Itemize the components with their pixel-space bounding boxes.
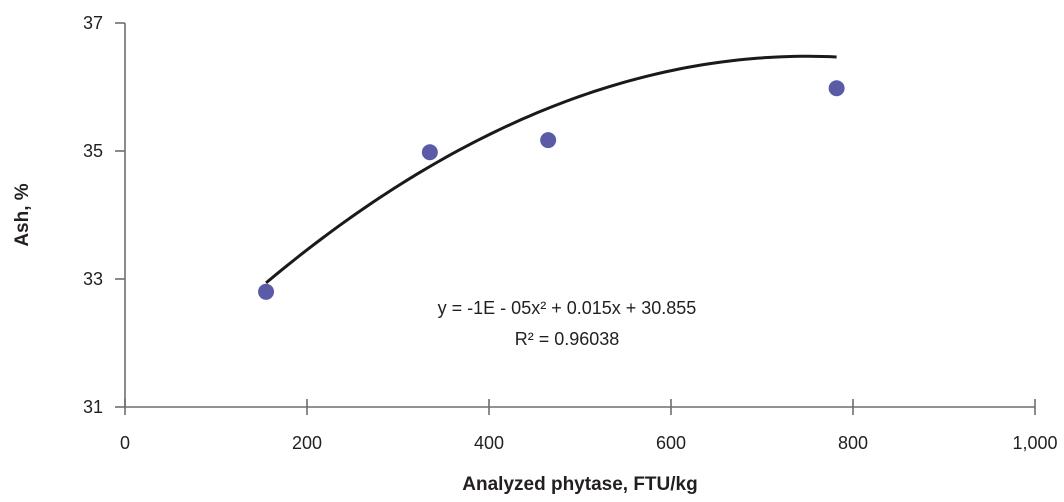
y-tick-label: 37 <box>83 13 103 33</box>
x-tick-label: 800 <box>838 433 868 453</box>
x-tick-label: 200 <box>292 433 322 453</box>
x-axis-title: Analyzed phytase, FTU/kg <box>462 474 697 495</box>
y-tick-label: 35 <box>83 141 103 161</box>
y-tick-label: 31 <box>83 397 103 417</box>
x-tick-label: 0 <box>120 433 130 453</box>
y-ticks: 31 33 35 37 <box>83 13 125 417</box>
data-point <box>828 80 845 97</box>
x-tick-label: 600 <box>656 433 686 453</box>
y-tick-label: 33 <box>83 269 103 289</box>
y-axis-title: Ash, % <box>12 183 33 246</box>
data-points <box>258 80 845 300</box>
data-point <box>258 283 275 300</box>
x-ticks: 0 200 400 600 800 1,000 <box>120 399 1058 453</box>
trend-line <box>265 54 837 285</box>
x-tick-label: 400 <box>474 433 504 453</box>
data-point <box>421 144 438 161</box>
trend-equation: y = -1E - 05x² + 0.015x + 30.855 <box>438 298 697 318</box>
data-point <box>540 132 557 149</box>
x-tick-label: 1,000 <box>1012 433 1057 453</box>
r-squared-label: R² = 0.96038 <box>515 329 620 349</box>
